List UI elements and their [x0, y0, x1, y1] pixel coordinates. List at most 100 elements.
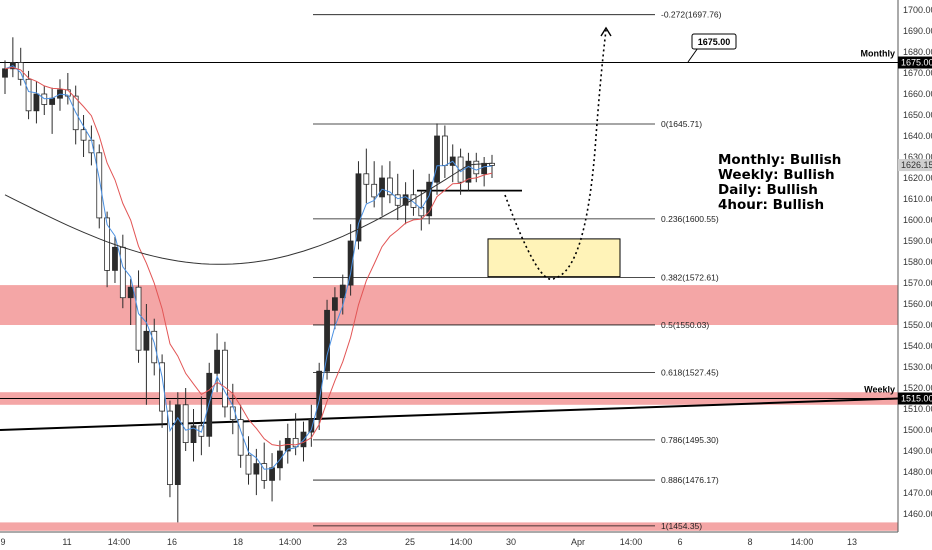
- candle-body: [159, 362, 165, 412]
- candle-body: [33, 93, 40, 112]
- annotation-text: Weekly: Bullish: [718, 167, 835, 183]
- candle-body: [434, 135, 440, 183]
- candle-body: [418, 206, 425, 217]
- candle-body: [292, 437, 299, 448]
- y-tick-label: 1480.00: [903, 467, 932, 477]
- candle-body: [112, 246, 118, 271]
- candle-body: [441, 135, 448, 166]
- callout-box: [691, 33, 737, 50]
- candle-body: [473, 160, 480, 175]
- annotation-text: Daily: Bullish: [718, 182, 818, 198]
- candle-body: [80, 129, 87, 141]
- candle-body: [465, 160, 472, 183]
- y-tick-label: 1540.00: [903, 341, 932, 351]
- candle-body: [245, 454, 252, 475]
- x-tick-label: 9: [0, 537, 5, 547]
- candle-body: [25, 78, 32, 112]
- x-tick-label: 14:00: [620, 537, 643, 547]
- y-tick-label: 1640.00: [903, 131, 932, 141]
- y-tick-label: 1700.00: [903, 5, 932, 15]
- candle-body: [182, 404, 189, 443]
- y-tick-label: 1550.00: [903, 320, 932, 330]
- y-tick-label: 1580.00: [903, 257, 932, 267]
- x-tick-label: 23: [337, 537, 347, 547]
- price-axis-tag-label: 1515.00: [901, 394, 932, 404]
- x-tick-label: 25: [405, 537, 415, 547]
- candle-body: [253, 463, 260, 475]
- y-tick-label: 1590.00: [903, 236, 932, 246]
- y-tick-label: 1460.00: [903, 509, 932, 519]
- last-price-label: 1626.15: [901, 160, 932, 170]
- x-tick-label: 16: [167, 537, 177, 547]
- x-tick-label: 30: [506, 537, 516, 547]
- ma-long-line: [4, 162, 493, 265]
- candle-body: [119, 246, 126, 299]
- y-tick-label: 1610.00: [903, 194, 932, 204]
- y-tick-label: 1690.00: [903, 26, 932, 36]
- price-axis-tag: [898, 392, 932, 405]
- candle-body: [269, 467, 275, 481]
- candle-body: [206, 372, 213, 437]
- annotation-text: 4hour: Bullish: [718, 197, 824, 213]
- price-axis-tag: [898, 56, 932, 69]
- candle-body: [339, 284, 346, 299]
- trendline: [0, 397, 899, 431]
- y-tick-label: 1630.00: [903, 152, 932, 162]
- candle-body: [347, 240, 354, 286]
- x-tick-label: 6: [677, 537, 682, 547]
- y-tick-label: 1530.00: [903, 362, 932, 372]
- candle-body: [135, 286, 142, 351]
- fib-label: 0.236(1600.55): [661, 214, 719, 224]
- candle-body: [127, 286, 134, 299]
- candle-body: [151, 330, 158, 364]
- projection-arrowhead: [600, 26, 612, 37]
- candle-body: [214, 349, 220, 374]
- candle-body: [308, 419, 315, 433]
- candle-body: [355, 173, 362, 242]
- y-tick-label: 1570.00: [903, 278, 932, 288]
- fib-label: 0.5(1550.03): [661, 320, 709, 330]
- y-tick-label: 1560.00: [903, 299, 932, 309]
- level-label-monthly: Monthly: [861, 49, 896, 59]
- callout-label: 1675.00: [698, 37, 731, 47]
- candle-body: [261, 463, 268, 481]
- candle-body: [143, 330, 150, 351]
- y-tick-label: 1470.00: [903, 488, 932, 498]
- fib-label: 0.886(1476.17): [661, 475, 719, 485]
- candle-body: [41, 93, 48, 105]
- candle-body: [174, 404, 181, 485]
- fib-label: -0.272(1697.76): [661, 10, 722, 20]
- price-axis-tag-label: 1675.00: [901, 58, 932, 68]
- candle-body: [222, 349, 228, 408]
- candle-body: [371, 183, 378, 198]
- y-tick-label: 1500.00: [903, 425, 932, 435]
- candle-body: [386, 177, 393, 196]
- x-tick-label: 14:00: [108, 537, 131, 547]
- candle-body: [316, 370, 323, 420]
- y-tick-label: 1680.00: [903, 47, 932, 57]
- candle-body: [167, 410, 173, 486]
- fib-label: 0.618(1527.45): [661, 367, 719, 377]
- x-tick-label: 14:00: [279, 537, 302, 547]
- zone-target-box: [487, 238, 621, 278]
- x-tick-label: 14:00: [791, 537, 814, 547]
- x-tick-label: 11: [62, 537, 71, 547]
- candle-body: [363, 173, 370, 185]
- y-tick-label: 1620.00: [903, 173, 932, 183]
- x-tick-label: 13: [847, 537, 857, 547]
- annotation-text: Monthly: Bullish: [718, 152, 841, 168]
- candle-body: [49, 97, 56, 105]
- fib-label: 0(1645.71): [661, 119, 702, 129]
- zone-bottom-band: [0, 522, 898, 531]
- y-tick-label: 1650.00: [903, 110, 932, 120]
- candle-body: [402, 194, 409, 206]
- x-tick-label: 18: [233, 537, 243, 547]
- y-tick-label: 1660.00: [903, 89, 932, 99]
- candle-body: [229, 406, 236, 420]
- last-price-tag: [898, 159, 932, 172]
- fib-label: 0.786(1495.30): [661, 435, 719, 445]
- candle-body: [190, 425, 197, 443]
- candle-body: [394, 194, 401, 206]
